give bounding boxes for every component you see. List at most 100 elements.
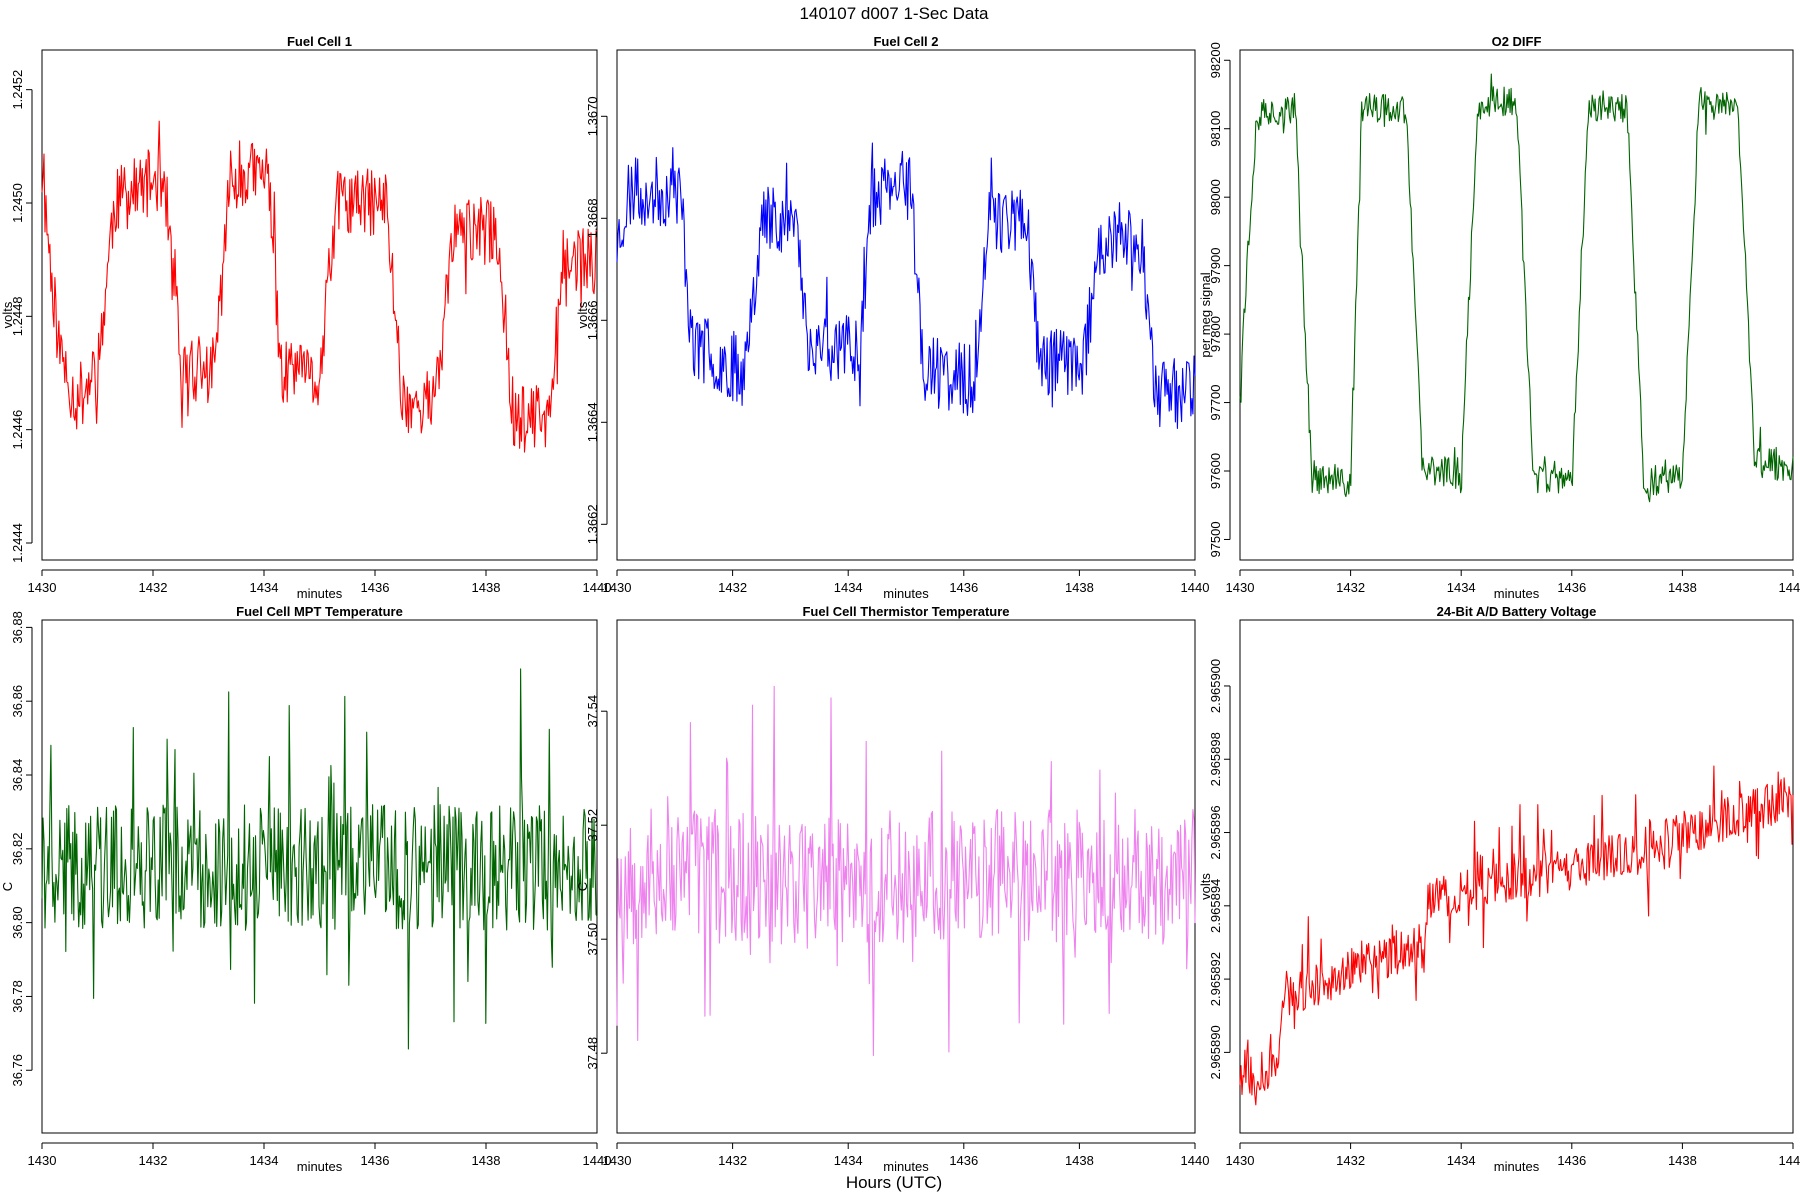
panel-title: Fuel Cell 1 xyxy=(287,34,352,49)
x-tick-label: 1440 xyxy=(1181,1153,1210,1168)
plot-frame xyxy=(41,49,598,561)
y-axis-label: volts xyxy=(1198,873,1213,900)
panel-1: Fuel Cell 1 1430 1432 1434 1436 1438 1440 minut… xyxy=(0,34,611,601)
y-axis-label: per meg signal xyxy=(1198,272,1213,357)
y-tick-label: 1.3670 xyxy=(585,96,600,136)
x-tick-label: 1430 xyxy=(603,580,632,595)
x-tick-label: 1438 xyxy=(1668,580,1697,595)
y-tick-label: 97900 xyxy=(1208,248,1223,284)
data-series-line xyxy=(41,120,598,453)
x-tick-label: 1434 xyxy=(250,1153,279,1168)
figure-title: 140107 d007 1-Sec Data xyxy=(799,4,989,23)
x-axis-label: minutes xyxy=(1494,586,1540,601)
y-tick-label: 97800 xyxy=(1208,316,1223,352)
y-tick-label: 1.2452 xyxy=(10,70,25,110)
data-series-line xyxy=(1239,765,1794,1106)
x-axis-label: minutes xyxy=(1494,1159,1540,1174)
y-axis-label: C xyxy=(0,882,15,891)
x-axis-label: minutes xyxy=(883,586,929,601)
data-series-line xyxy=(616,142,1196,429)
x-tick-label: 1432 xyxy=(1336,1153,1365,1168)
data-series-line xyxy=(1239,73,1794,503)
x-tick-label: 1432 xyxy=(718,1153,747,1168)
x-tick-label: 1440 xyxy=(1779,1153,1800,1168)
panel-6: 24-Bit A/D Battery Voltage 1430 1432 1434 14… xyxy=(1198,604,1800,1174)
x-tick-label: 1436 xyxy=(1557,1153,1586,1168)
y-tick-label: 97600 xyxy=(1208,453,1223,489)
y-tick-label: 2.965892 xyxy=(1208,952,1223,1006)
x-tick-label: 1430 xyxy=(603,1153,632,1168)
x-tick-label: 1438 xyxy=(1668,1153,1697,1168)
x-tick-label: 1436 xyxy=(949,1153,978,1168)
x-tick-label: 1432 xyxy=(1336,580,1365,595)
x-tick-label: 1430 xyxy=(28,1153,57,1168)
x-tick-label: 1434 xyxy=(834,1153,863,1168)
y-tick-label: 36.88 xyxy=(10,611,25,644)
panel-3: O2 DIFF 1430 1432 1434 1436 1438 1440 minutes 97… xyxy=(1198,34,1800,601)
y-tick-label: 98000 xyxy=(1208,179,1223,215)
y-tick-label: 37.52 xyxy=(585,809,600,842)
x-tick-label: 1436 xyxy=(361,580,390,595)
x-tick-label: 1440 xyxy=(1181,580,1210,595)
x-tick-label: 1434 xyxy=(250,580,279,595)
x-tick-label: 1436 xyxy=(361,1153,390,1168)
x-tick-label: 1440 xyxy=(583,1153,612,1168)
y-tick-label: 1.3666 xyxy=(585,300,600,340)
x-tick-label: 1430 xyxy=(1226,1153,1255,1168)
y-tick-label: 1.3662 xyxy=(585,504,600,544)
x-axis-label: minutes xyxy=(883,1159,929,1174)
x-tick-label: 1440 xyxy=(1779,580,1800,595)
panel-4: Fuel Cell MPT Temperature 1430 1432 1434 143… xyxy=(0,604,611,1174)
panel-title: 24-Bit A/D Battery Voltage xyxy=(1437,604,1597,619)
y-tick-label: 36.86 xyxy=(10,685,25,718)
y-tick-label: 36.76 xyxy=(10,1054,25,1087)
y-tick-label: 36.84 xyxy=(10,759,25,792)
x-tick-label: 1440 xyxy=(583,580,612,595)
y-tick-label: 1.2448 xyxy=(10,296,25,336)
data-series-line xyxy=(41,668,598,1050)
y-axis-label: volts xyxy=(575,301,590,328)
x-tick-label: 1434 xyxy=(834,580,863,595)
y-tick-label: 98100 xyxy=(1208,111,1223,147)
panel-title: O2 DIFF xyxy=(1492,34,1542,49)
plot-frame xyxy=(616,49,1196,561)
x-axis-label: minutes xyxy=(297,1159,343,1174)
y-tick-label: 36.80 xyxy=(10,906,25,939)
y-axis-label: C xyxy=(575,882,590,891)
x-tick-label: 1432 xyxy=(139,580,168,595)
y-tick-label: 1.2446 xyxy=(10,410,25,450)
x-tick-label: 1438 xyxy=(1065,1153,1094,1168)
y-tick-label: 1.3668 xyxy=(585,198,600,238)
y-tick-label: 2.965900 xyxy=(1208,659,1223,713)
x-tick-label: 1432 xyxy=(718,580,747,595)
panel-title: Fuel Cell MPT Temperature xyxy=(236,604,403,619)
x-tick-label: 1432 xyxy=(139,1153,168,1168)
x-tick-label: 1434 xyxy=(1447,1153,1476,1168)
x-axis-label: minutes xyxy=(297,586,343,601)
plot-frame xyxy=(1239,619,1794,1134)
panel-title: Fuel Cell Thermistor Temperature xyxy=(802,604,1009,619)
y-tick-label: 2.965890 xyxy=(1208,1025,1223,1079)
panels: Fuel Cell 1 1430 1432 1434 1436 1438 1440 minut… xyxy=(0,34,1800,1174)
x-tick-label: 1438 xyxy=(1065,580,1094,595)
x-tick-label: 1430 xyxy=(28,580,57,595)
y-tick-label: 37.54 xyxy=(585,695,600,728)
y-axis-label: volts xyxy=(0,301,15,328)
y-tick-label: 2.965898 xyxy=(1208,732,1223,786)
panel-2: Fuel Cell 2 1430 1432 1434 1436 1438 1440 minut… xyxy=(575,34,1209,601)
y-tick-label: 2.965894 xyxy=(1208,879,1223,933)
x-tick-label: 1436 xyxy=(1557,580,1586,595)
y-tick-label: 36.82 xyxy=(10,833,25,866)
y-tick-label: 97500 xyxy=(1208,521,1223,557)
y-tick-label: 37.48 xyxy=(585,1037,600,1070)
data-series-line xyxy=(616,685,1196,1057)
y-tick-label: 1.2444 xyxy=(10,523,25,563)
y-tick-label: 1.2450 xyxy=(10,183,25,223)
x-tick-label: 1434 xyxy=(1447,580,1476,595)
y-tick-label: 37.50 xyxy=(585,923,600,956)
y-tick-label: 36.78 xyxy=(10,980,25,1013)
panel-title: Fuel Cell 2 xyxy=(873,34,938,49)
x-tick-label: 1438 xyxy=(472,1153,501,1168)
x-tick-label: 1436 xyxy=(949,580,978,595)
